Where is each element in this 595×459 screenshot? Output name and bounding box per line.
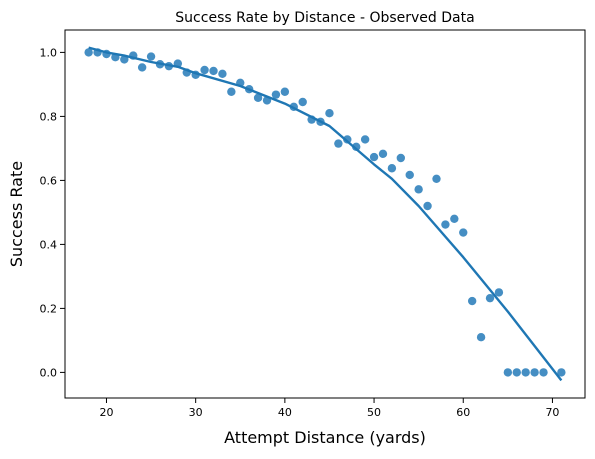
data-point	[343, 135, 352, 144]
data-point	[200, 65, 209, 75]
data-point	[378, 149, 388, 159]
data-point	[441, 220, 450, 229]
data-point	[84, 48, 93, 57]
data-point	[209, 66, 218, 76]
data-point	[298, 97, 307, 107]
y-tick-label: 0.2	[40, 302, 58, 315]
data-point	[280, 87, 290, 96]
data-point	[334, 139, 343, 148]
y-tick-label: 1.0	[40, 46, 58, 59]
data-point	[271, 90, 281, 99]
data-point	[459, 228, 468, 237]
data-point	[467, 296, 477, 306]
y-axis-label: Success Rate	[7, 161, 26, 267]
data-point	[137, 63, 147, 72]
data-point	[325, 109, 334, 118]
data-point	[476, 333, 486, 342]
y-tick-label: 0.6	[40, 174, 58, 187]
data-point	[227, 87, 236, 96]
data-point	[539, 368, 548, 377]
plot-frame	[64, 29, 586, 399]
data-point	[503, 368, 513, 377]
axes: 20 30 40 50 60 70 0.0 0.2 0.4 0.6 0.8 1.0	[40, 29, 586, 419]
data-point	[146, 52, 156, 61]
y-tick-label: 0.8	[40, 110, 58, 123]
x-tick-label: 60	[456, 406, 470, 419]
data-point	[530, 368, 539, 377]
y-tick-label: 0.4	[40, 238, 58, 251]
data-point	[494, 288, 504, 297]
x-tick-label: 50	[367, 406, 381, 419]
x-tick-label: 40	[278, 406, 292, 419]
x-tick-label: 70	[545, 406, 559, 419]
trend-line	[88, 46, 563, 382]
data-point	[521, 368, 530, 377]
data-point	[369, 152, 379, 162]
data-point	[557, 368, 566, 377]
data-point	[360, 135, 370, 144]
chart-title: Success Rate by Distance - Observed Data	[175, 10, 474, 26]
data-point	[120, 55, 129, 64]
y-tick-label: 0.0	[40, 366, 58, 379]
x-tick-label: 20	[99, 406, 113, 419]
data-point	[512, 368, 521, 377]
data-point	[396, 153, 406, 163]
data-point	[218, 69, 227, 79]
data-point	[387, 164, 397, 173]
data-point	[432, 174, 441, 183]
data-point	[423, 201, 432, 211]
data-point	[352, 142, 361, 151]
plot-layer	[84, 46, 566, 382]
x-axis-label: Attempt Distance (yards)	[224, 428, 426, 447]
data-point	[485, 293, 495, 303]
data-point	[450, 214, 459, 223]
data-point	[253, 93, 263, 103]
data-point	[414, 185, 423, 194]
data-point	[405, 170, 414, 180]
x-tick-label: 30	[189, 406, 203, 419]
